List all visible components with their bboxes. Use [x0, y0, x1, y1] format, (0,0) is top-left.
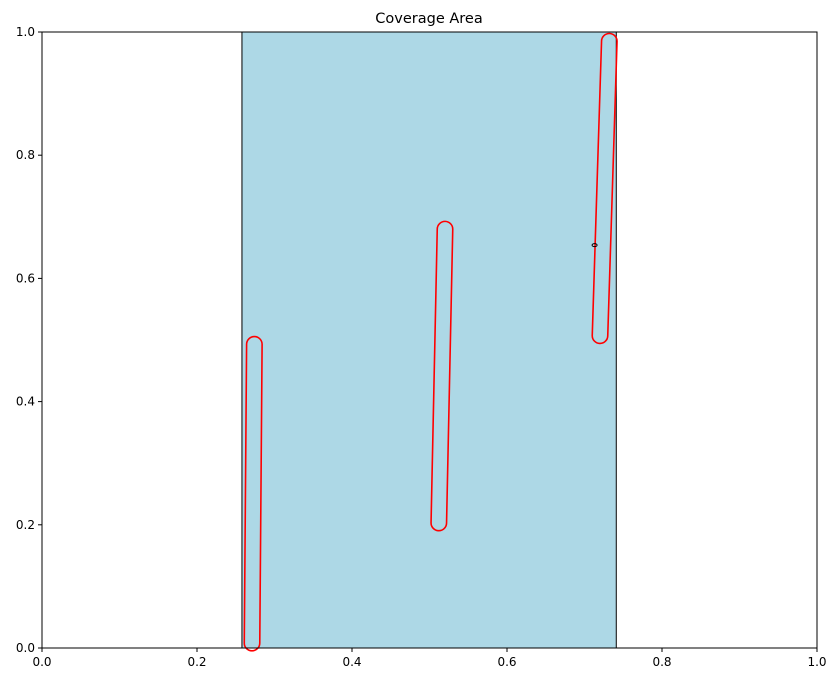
coverage-strip-3 — [591, 32, 618, 345]
x-tick-label: 1.0 — [807, 655, 826, 669]
y-tick-label: 0.4 — [16, 395, 35, 409]
x-tick-label: 0.4 — [342, 655, 361, 669]
y-axis: 0.0 0.2 0.4 0.6 0.8 1.0 — [16, 25, 42, 655]
coverage-region — [241, 31, 617, 649]
x-axis: 0.0 0.2 0.4 0.6 0.8 1.0 — [32, 648, 827, 669]
x-tick-label: 0.6 — [497, 655, 516, 669]
plot-area — [241, 31, 618, 652]
plot-frame — [41, 31, 818, 649]
x-tick-label: 0.8 — [652, 655, 671, 669]
x-tick-label: 0.2 — [187, 655, 206, 669]
y-tick-label: 0.0 — [16, 641, 35, 655]
y-tick-label: 1.0 — [16, 25, 35, 39]
marker-point — [591, 243, 598, 248]
coverage-strip-1 — [243, 335, 263, 652]
coverage-strip-2 — [430, 220, 454, 532]
y-tick-label: 0.8 — [16, 148, 35, 162]
chart-title: Coverage Area — [375, 11, 482, 27]
y-tick-label: 0.2 — [16, 518, 35, 532]
x-tick-label: 0.0 — [32, 655, 51, 669]
y-tick-label: 0.6 — [16, 271, 35, 285]
